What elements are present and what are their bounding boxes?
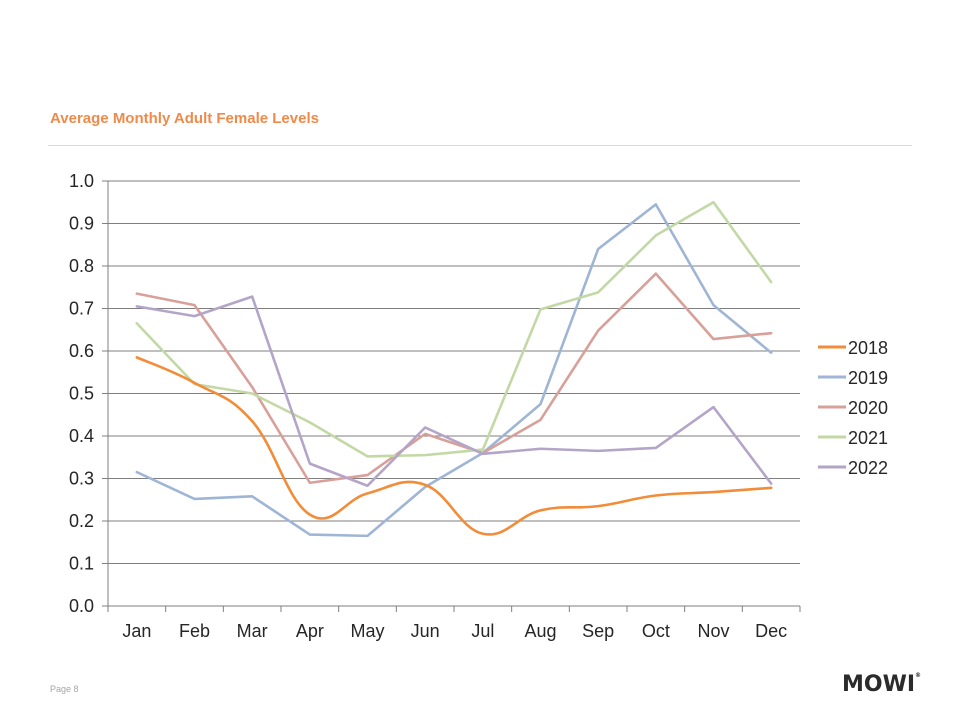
legend-label-2018: 2018	[848, 338, 888, 358]
y-tick-label: 0.6	[69, 341, 94, 361]
series-line-2020	[135, 272, 773, 485]
x-tick-label: Aug	[524, 621, 556, 641]
x-tick-label: Jun	[411, 621, 440, 641]
y-tick-label: 0.0	[69, 596, 94, 616]
x-tick-label: Jan	[122, 621, 151, 641]
y-tick-label: 0.1	[69, 554, 94, 574]
chart-axes	[102, 180, 801, 612]
legend-label-2022: 2022	[848, 458, 888, 478]
y-axis-tick-labels: 0.0 0.1 0.2 0.3 0.4 0.5 0.6 0.7 0.8 0.9 1.0	[69, 171, 94, 616]
legend-label-2020: 2020	[848, 398, 888, 418]
series-line-2019	[135, 203, 773, 538]
x-tick-label: Nov	[697, 621, 729, 641]
legend-label-2021: 2021	[848, 428, 888, 448]
chart-gridlines	[108, 180, 800, 607]
y-tick-label: 1.0	[69, 171, 94, 191]
series-line-2018	[135, 356, 773, 536]
chart-legend: 2018 2019 2020 2021 2022	[818, 338, 888, 478]
title-divider	[48, 145, 912, 146]
x-axis-tick-labels: Jan Feb Mar Apr May Jun Jul Aug Sep Oct Nov Dec	[122, 621, 787, 641]
company-logo: MOWI®	[842, 672, 921, 697]
logo-text: MOWI	[842, 672, 916, 697]
x-tick-label: Dec	[755, 621, 787, 641]
page-number: Page 8	[50, 684, 79, 694]
x-tick-label: Jul	[471, 621, 494, 641]
legend-label-2019: 2019	[848, 368, 888, 388]
y-tick-label: 0.3	[69, 469, 94, 489]
x-tick-label: Oct	[642, 621, 670, 641]
x-tick-label: Feb	[179, 621, 210, 641]
series-line-2021	[135, 200, 773, 458]
x-tick-label: Apr	[296, 621, 324, 641]
y-tick-label: 0.4	[69, 426, 94, 446]
series-line-2022	[135, 295, 773, 488]
y-tick-label: 0.2	[69, 511, 94, 531]
x-tick-label: May	[350, 621, 384, 641]
y-tick-label: 0.9	[69, 214, 94, 234]
y-tick-label: 0.5	[69, 384, 94, 404]
chart-series-lines	[135, 200, 773, 538]
chart-title: Average Monthly Adult Female Levels	[50, 110, 319, 127]
x-tick-label: Mar	[237, 621, 268, 641]
x-tick-label: Sep	[582, 621, 614, 641]
y-tick-label: 0.8	[69, 256, 94, 276]
y-tick-label: 0.7	[69, 299, 94, 319]
logo-registered-mark: ®	[915, 672, 922, 679]
